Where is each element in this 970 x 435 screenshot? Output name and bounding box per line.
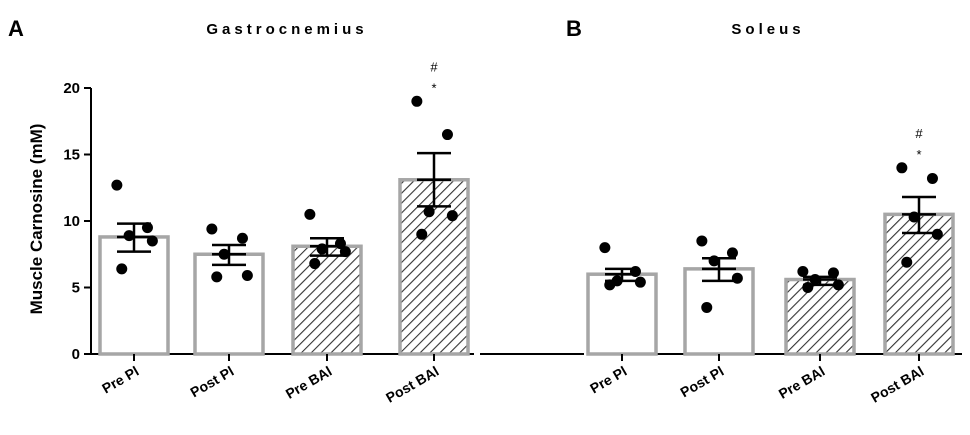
data-point [334,238,346,250]
data-point [931,228,943,240]
x-tick-label: Post BAl [868,363,927,406]
data-point [446,210,458,222]
data-point [206,223,218,235]
data-point [604,279,616,291]
bar-post-bal [883,212,955,356]
data-point [416,228,428,240]
data-point [629,266,641,278]
data-point [901,256,913,268]
data-point [896,162,908,174]
panel-b-title: Soleus [731,21,804,38]
data-points-layer [111,95,943,313]
bar-pre-pl [98,235,170,356]
data-point [809,274,821,286]
x-tick-label: Pre BAl [776,363,828,402]
data-point [116,263,128,275]
data-point [926,172,938,184]
data-point [634,276,646,288]
significance-markers: # * # * [430,59,923,162]
y-axis: 0 5 10 15 20 [63,80,91,363]
bar-pre-bal [291,244,363,356]
data-point [218,248,230,260]
significance-marker: # [430,59,438,74]
y-tick-label: 10 [63,213,80,230]
x-tick-label: Post Pl [677,363,726,401]
panel-b-letter: B [566,16,582,41]
data-point [211,271,223,283]
data-point [696,235,708,247]
significance-marker: * [431,80,436,95]
x-tick-label: Pre BAl [283,363,335,402]
y-tick-label: 5 [72,280,80,297]
data-point [304,208,316,220]
x-tick-label: Pre Pl [587,363,629,397]
data-point [908,211,920,223]
x-tick-label: Post Pl [187,363,236,401]
data-point [111,179,123,191]
significance-marker: # [915,126,923,141]
data-point [726,247,738,259]
data-point [701,301,713,313]
data-point [309,258,321,270]
data-point [802,282,814,293]
y-tick-label: 0 [72,346,80,363]
bars-layer [98,178,955,356]
data-point [316,243,328,255]
data-point [832,279,844,291]
data-point [141,222,153,234]
data-point [731,272,743,284]
data-point [827,267,839,279]
significance-marker: * [916,147,921,162]
bar-pre-bal [784,277,856,356]
error-bars-layer [117,151,936,287]
y-tick-label: 20 [63,80,80,97]
x-tick-label: Post BAl [383,363,442,406]
y-tick-label: 15 [63,147,80,164]
data-point [708,255,720,267]
x-tick-label: Pre Pl [99,363,141,397]
data-point [411,95,423,107]
data-point [339,246,351,258]
data-point [599,242,611,254]
bar-post-pl [193,252,265,356]
x-axis-ticks: Pre Pl Post Pl Pre BAl Post BAl Pre Pl Post P… [99,354,927,406]
data-point [423,206,435,218]
data-point [441,129,453,141]
panel-a-letter: A [8,16,24,41]
data-point [146,235,158,247]
data-point [123,230,135,242]
data-point [236,232,248,244]
panel-a-title: Gastrocnemius [206,21,367,38]
data-point [797,266,809,278]
bar-pre-pl [586,272,658,356]
y-axis-label: Muscle Carnosine (mM) [27,124,46,315]
data-point [241,270,253,282]
